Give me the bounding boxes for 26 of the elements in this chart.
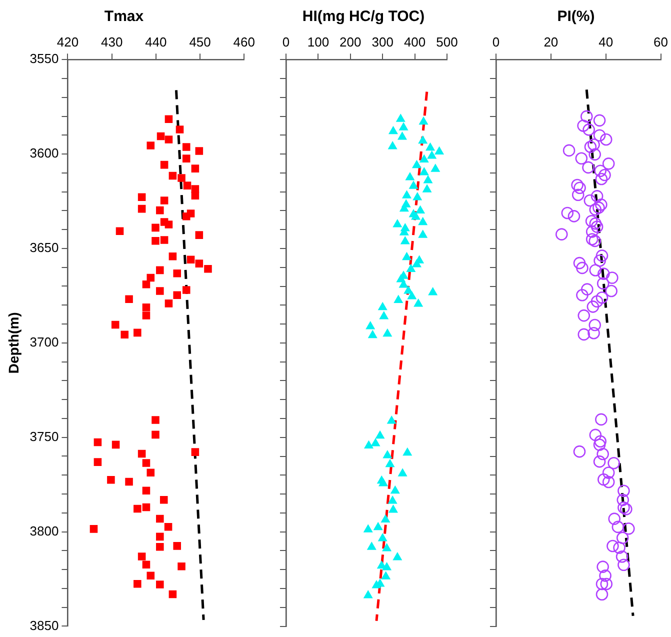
x-tick-label: 450 xyxy=(189,34,211,50)
y-tick-label: 3850 xyxy=(30,618,59,633)
y-tick-label: 3750 xyxy=(30,428,59,444)
x-tick-label: 40 xyxy=(598,34,614,50)
y-tick-label: 3550 xyxy=(30,51,59,66)
x-tick-label: 100 xyxy=(307,34,330,50)
x-tick-label: 420 xyxy=(56,34,79,50)
x-tick-label: 0 xyxy=(492,34,500,50)
y-tick-label: 3700 xyxy=(30,334,59,350)
x-tick-label: 500 xyxy=(436,34,458,50)
chart-title: PI(%) xyxy=(557,8,595,26)
x-tick-label: 460 xyxy=(233,34,256,50)
chart-title: Tmax xyxy=(104,8,144,26)
x-tick-label: 300 xyxy=(372,34,394,50)
y-tick-label: 3800 xyxy=(30,523,59,538)
x-tick-label: 400 xyxy=(404,34,426,50)
x-tick-label: 20 xyxy=(544,34,558,50)
y-axis-title: Depth(m) xyxy=(5,312,22,374)
y-tick-label: 3650 xyxy=(30,240,59,256)
x-tick-label: 440 xyxy=(145,34,167,50)
x-tick-label: 60 xyxy=(654,34,668,50)
x-tick-label: 430 xyxy=(100,34,123,50)
y-tick-label: 3600 xyxy=(30,146,59,161)
x-tick-label: 200 xyxy=(340,34,362,50)
chart-title: HI(mg HC/g TOC) xyxy=(302,8,425,26)
x-tick-label: 0 xyxy=(282,34,290,50)
